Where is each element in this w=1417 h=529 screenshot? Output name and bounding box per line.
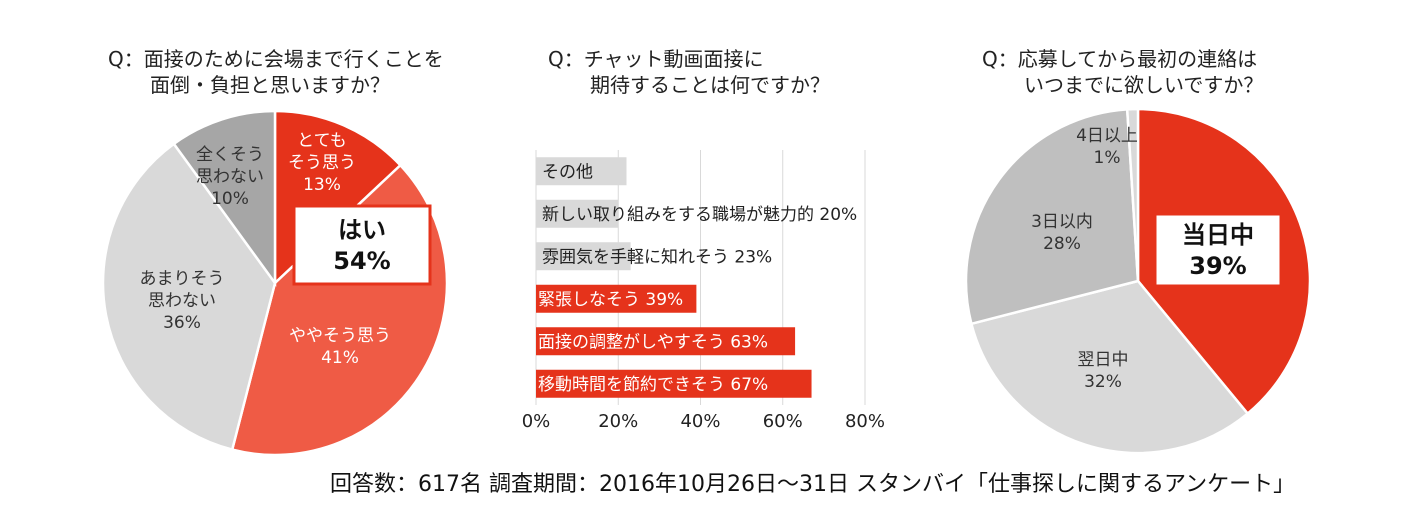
bar-title-line1: Q：チャット動画面接に	[548, 47, 764, 71]
pie2-label-2: 3日以内 28%	[1031, 212, 1093, 254]
pie1-slice-3	[172, 109, 277, 287]
pie1-label-0: とてもそう思う 13%	[288, 131, 356, 195]
survey-footer: 回答数：617名 調査期間：2016年10月26日〜31日 スタンバイ「仕事探し…	[330, 472, 1296, 497]
pie2-slice-3	[1125, 107, 1140, 282]
bar-xtick-4: 80%	[845, 411, 885, 432]
bar-xtick-3: 60%	[763, 411, 803, 432]
bar-label-5: 移動時間を節約できそう 67%	[538, 375, 768, 395]
bar-5	[536, 369, 812, 398]
pie1-title: Q：面接のために会場まで行くことを 面倒・負担と思いますか？	[108, 46, 444, 98]
pie2-slice-2	[964, 108, 1140, 326]
pie2-label-3: 4日以上 1%	[1076, 126, 1138, 168]
bar-0	[536, 157, 627, 186]
pie1-label-3: 全くそう思わない 10%	[196, 145, 264, 209]
bar-title: Q：チャット動画面接に 期待することは何ですか？	[548, 46, 830, 98]
bar-3	[536, 284, 697, 313]
bar-1	[536, 199, 619, 228]
pie1-callout-box	[292, 204, 432, 286]
bar-title-line2: 期待することは何ですか？	[590, 73, 830, 97]
pie2-label-1: 翌日中 32%	[1078, 350, 1129, 392]
pie1-label-1: ややそう思う 41%	[289, 326, 391, 368]
pie2-title: Q：応募してから最初の連絡は いつまでに欲しいですか？	[982, 46, 1263, 98]
pie2-title-line1: Q：応募してから最初の連絡は	[982, 47, 1258, 71]
bar-label-3: 緊張しなそう 39%	[538, 290, 683, 310]
bar-label-0: その他	[542, 162, 593, 182]
bar-2	[536, 242, 631, 271]
pie2-slice-1	[969, 279, 1250, 455]
pie2-title-line2: いつまでに欲しいですか？	[1024, 73, 1264, 97]
pie1-title-line1: Q：面接のために会場まで行くことを	[108, 47, 444, 71]
pie1-label-2: あまりそう思わない 36%	[140, 269, 225, 333]
bar-xtick-2: 40%	[680, 411, 720, 432]
pie1-slice-2	[101, 142, 277, 452]
pie1-title-line2: 面倒・負担と思いますか？	[150, 73, 390, 97]
bar-label-1: 新しい取り組みをする職場が魅力的 20%	[542, 205, 857, 225]
bar-label-2: 雰囲気を手軽に知れそう 23%	[542, 247, 772, 267]
pie2-callout-text: 当日中 39%	[1182, 221, 1254, 280]
pie2-callout-box	[1153, 212, 1283, 288]
bar-label-4: 面接の調整がしやすそう 63%	[538, 332, 768, 352]
bar-xtick-0: 0%	[522, 411, 551, 432]
bar-4	[536, 327, 796, 356]
pie1-callout-text: はい 54%	[333, 216, 390, 275]
bar-xtick-1: 20%	[598, 411, 638, 432]
